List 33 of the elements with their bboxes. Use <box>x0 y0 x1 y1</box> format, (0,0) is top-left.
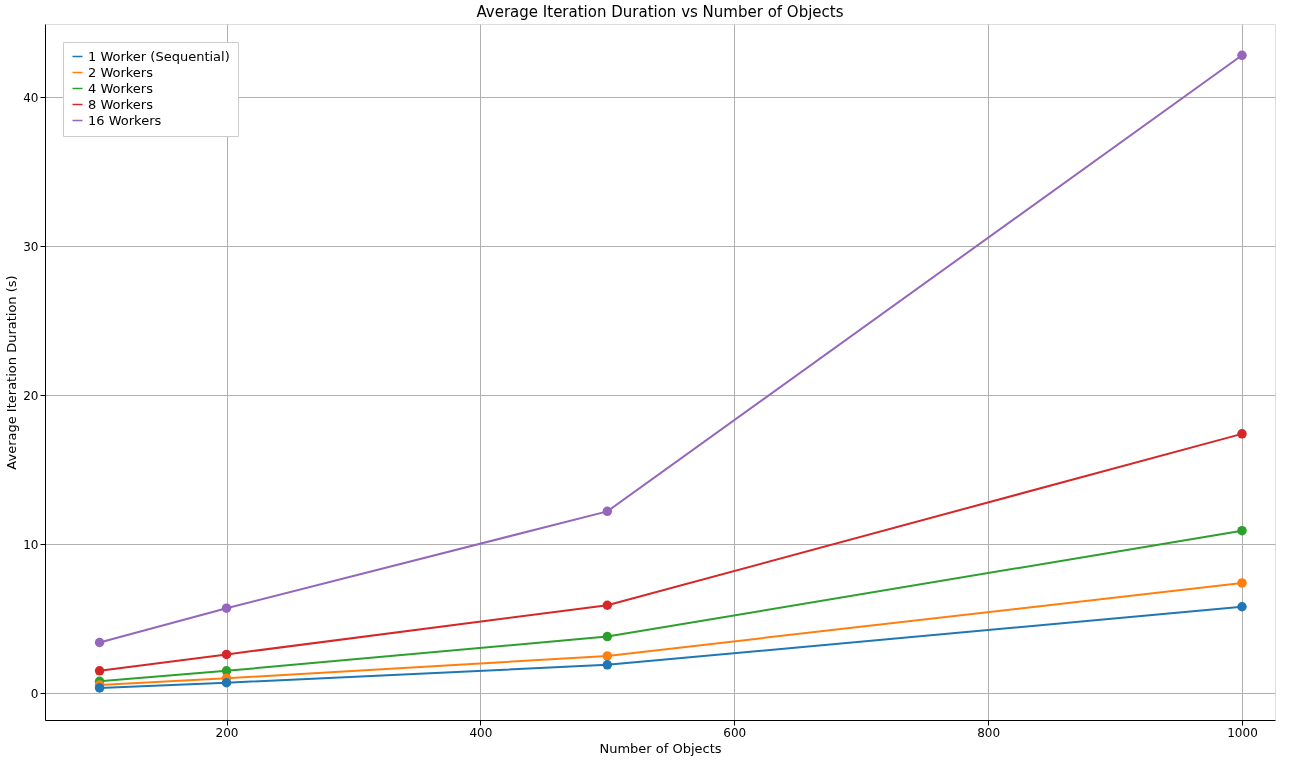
point <box>1237 602 1247 612</box>
x-tick-label: 400 <box>469 725 493 740</box>
point <box>602 651 613 661</box>
x-tick-label: 200 <box>215 725 239 740</box>
legend-label: 8 Workers <box>88 96 154 112</box>
point <box>221 603 232 613</box>
y-tick-label: 20 <box>23 388 39 403</box>
legend-label: 16 Workers <box>88 112 162 128</box>
point <box>94 666 105 676</box>
point <box>94 637 105 648</box>
legend-label: 4 Workers <box>88 80 154 96</box>
point <box>602 631 613 642</box>
y-tick-label: 40 <box>23 90 39 105</box>
x-tick-label: 800 <box>977 725 1001 740</box>
y-tick-label: 10 <box>23 537 39 552</box>
point <box>1237 50 1247 61</box>
point <box>1237 525 1247 536</box>
point <box>602 660 613 670</box>
y-axis-title: Average Iteration Duration (s) <box>4 275 20 470</box>
point <box>602 600 613 610</box>
y-tick-label: 0 <box>30 686 39 701</box>
x-tick-label: 1000 <box>1227 725 1258 740</box>
x-axis-title: Number of Objects <box>599 740 722 756</box>
x-tick-label: 600 <box>723 725 747 740</box>
point <box>1237 578 1247 588</box>
legend-label: 1 Worker (Sequential) <box>88 48 230 64</box>
point <box>1237 429 1247 439</box>
point <box>221 649 232 660</box>
chart-title: Average Iteration Duration vs Number of Objects <box>476 3 844 21</box>
point <box>602 506 613 517</box>
point <box>221 678 232 688</box>
legend-label: 2 Workers <box>88 64 154 80</box>
y-tick-label: 30 <box>23 239 39 254</box>
